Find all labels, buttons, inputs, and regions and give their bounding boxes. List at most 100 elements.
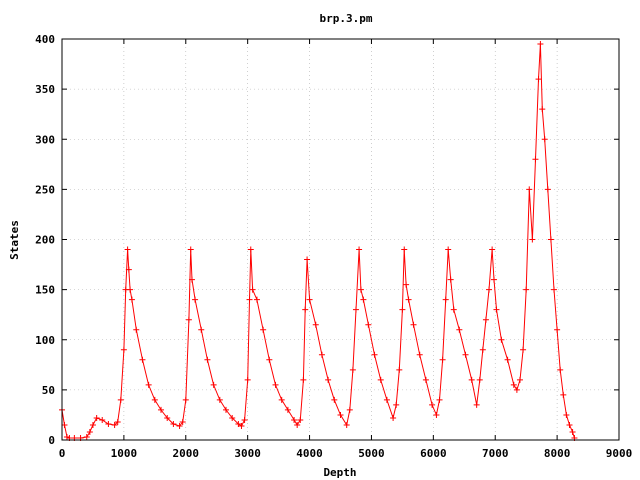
data-point xyxy=(422,376,429,383)
data-point xyxy=(349,366,356,373)
data-point xyxy=(105,420,112,427)
data-point xyxy=(357,286,364,293)
data-point xyxy=(297,416,304,423)
data-point xyxy=(244,376,251,383)
x-tick-label: 7000 xyxy=(482,447,509,460)
data-point xyxy=(537,41,544,48)
data-point xyxy=(352,306,359,313)
data-point xyxy=(356,246,363,253)
data-point xyxy=(185,316,192,323)
x-tick-label: 8000 xyxy=(544,447,571,460)
data-point xyxy=(124,246,131,253)
data-point xyxy=(266,356,273,363)
y-tick-label: 0 xyxy=(48,434,55,447)
data-point xyxy=(399,306,406,313)
data-point xyxy=(393,401,400,408)
data-point xyxy=(450,306,457,313)
data-point xyxy=(554,326,561,333)
data-point xyxy=(445,246,452,253)
data-point xyxy=(204,356,211,363)
data-point xyxy=(405,296,412,303)
x-tick-label: 3000 xyxy=(234,447,261,460)
data-point xyxy=(523,286,530,293)
y-tick-label: 350 xyxy=(35,83,55,96)
y-tick-label: 400 xyxy=(35,33,55,46)
data-point xyxy=(346,406,353,413)
data-point xyxy=(486,286,493,293)
data-point xyxy=(318,351,325,358)
data-point xyxy=(547,236,554,243)
x-tick-label: 5000 xyxy=(358,447,385,460)
data-point xyxy=(447,276,454,283)
data-point xyxy=(120,346,127,353)
data-point xyxy=(479,346,486,353)
data-point xyxy=(490,276,497,283)
data-point xyxy=(182,396,189,403)
data-point xyxy=(158,406,165,413)
data-point xyxy=(489,246,496,253)
x-axis: 0 1000 2000 3000 4000 5000 6000 7000 8000 9000 xyxy=(59,39,632,460)
data-point xyxy=(89,421,96,428)
data-point xyxy=(516,376,523,383)
data-point xyxy=(462,351,469,358)
data-point xyxy=(229,414,236,421)
data-point xyxy=(216,396,223,403)
data-point xyxy=(117,396,124,403)
data-point xyxy=(532,156,539,163)
series-layer xyxy=(59,41,578,441)
data-point xyxy=(520,346,527,353)
data-point xyxy=(249,286,256,293)
data-point xyxy=(253,296,260,303)
data-point xyxy=(331,396,338,403)
data-point xyxy=(133,326,140,333)
data-point xyxy=(360,296,367,303)
data-point xyxy=(383,396,390,403)
data-point xyxy=(337,411,344,418)
data-point xyxy=(306,296,313,303)
data-point xyxy=(187,246,194,253)
data-point xyxy=(396,366,403,373)
data-point xyxy=(410,321,417,328)
data-point xyxy=(401,246,408,253)
x-tick-label: 0 xyxy=(59,447,66,460)
data-point xyxy=(325,376,332,383)
y-tick-label: 300 xyxy=(35,133,55,146)
data-point xyxy=(179,418,186,425)
data-point xyxy=(563,411,570,418)
y-tick-label: 100 xyxy=(35,334,55,347)
y-tick-label: 250 xyxy=(35,183,55,196)
data-point xyxy=(403,281,410,288)
data-point xyxy=(139,356,146,363)
data-point xyxy=(198,326,205,333)
data-point xyxy=(569,428,576,435)
data-point xyxy=(433,411,440,418)
data-point xyxy=(192,296,199,303)
y-tick-label: 150 xyxy=(35,284,55,297)
chart-title: brp.3.pm xyxy=(320,12,373,25)
data-point xyxy=(99,416,106,423)
data-point xyxy=(544,186,551,193)
data-point xyxy=(390,414,397,421)
plot-frame xyxy=(61,38,620,441)
x-tick-label: 6000 xyxy=(420,447,447,460)
y-axis-label: States xyxy=(8,220,21,260)
data-point xyxy=(284,406,291,413)
data-point xyxy=(312,321,319,328)
data-point xyxy=(529,236,536,243)
data-point xyxy=(365,321,372,328)
data-point xyxy=(223,406,230,413)
data-point xyxy=(468,376,475,383)
data-point xyxy=(473,401,480,408)
data-point xyxy=(377,376,384,383)
data-point xyxy=(476,376,483,383)
data-point xyxy=(128,296,135,303)
data-point xyxy=(510,381,517,388)
data-point xyxy=(235,420,242,427)
x-axis-label: Depth xyxy=(323,466,356,479)
x-tick-label: 1000 xyxy=(111,447,138,460)
data-point xyxy=(291,416,298,423)
data-point xyxy=(551,286,558,293)
data-point xyxy=(176,422,183,429)
data-point xyxy=(127,286,134,293)
